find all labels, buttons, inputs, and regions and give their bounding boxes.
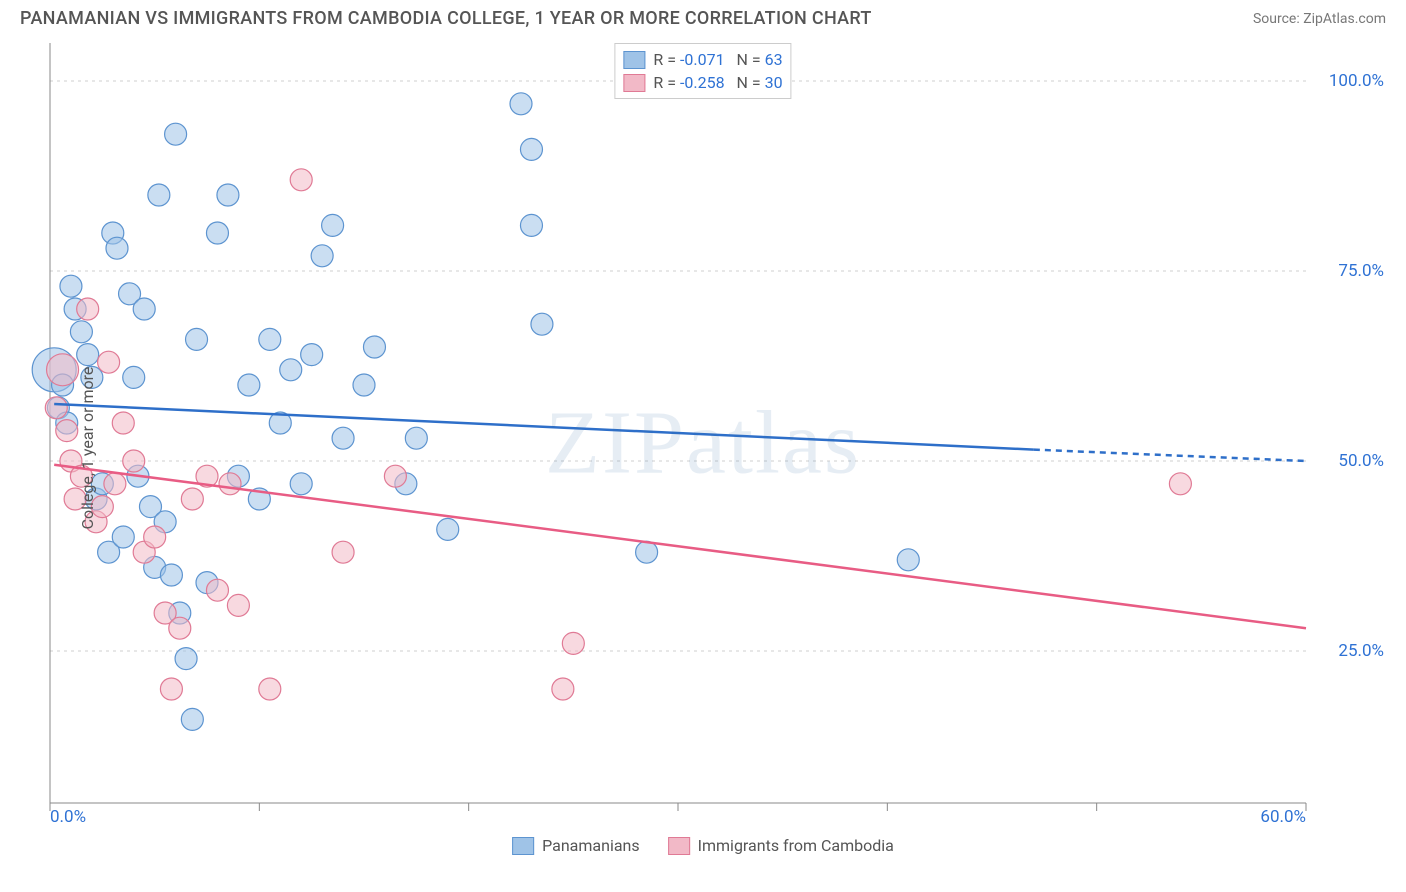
y-tick-label: 100.0%	[1329, 71, 1384, 91]
source-attribution: Source: ZipAtlas.com	[1253, 11, 1386, 27]
chart-header: PANAMANIAN VS IMMIGRANTS FROM CAMBODIA C…	[0, 0, 1406, 33]
r-value: -0.258	[680, 73, 725, 92]
n-value: 63	[765, 50, 783, 69]
legend-label: Panamanians	[542, 836, 640, 855]
y-axis-label: College, 1 year or more	[78, 367, 97, 530]
legend-swatch	[623, 51, 645, 69]
x-tick-label: 60.0%	[1260, 807, 1306, 827]
r-value: -0.071	[680, 50, 725, 69]
legend-item: Panamanians	[512, 836, 640, 855]
scatter-chart	[0, 33, 1356, 853]
y-tick-label: 25.0%	[1338, 641, 1384, 661]
x-tick-label: 0.0%	[50, 807, 86, 827]
legend-row-series-1: R = -0.071 N = 63	[623, 48, 782, 71]
legend-stats: R = -0.071 N = 63	[653, 50, 782, 69]
y-tick-label: 50.0%	[1338, 451, 1384, 471]
legend-item: Immigrants from Cambodia	[668, 836, 894, 855]
chart-container: College, 1 year or more ZIPatlas R = -0.…	[0, 33, 1406, 863]
n-value: 30	[765, 73, 783, 92]
legend-swatch	[668, 837, 690, 855]
chart-title: PANAMANIAN VS IMMIGRANTS FROM CAMBODIA C…	[20, 8, 872, 29]
series-legend: Panamanians Immigrants from Cambodia	[512, 836, 894, 855]
legend-stats: R = -0.258 N = 30	[653, 73, 782, 92]
legend-row-series-2: R = -0.258 N = 30	[623, 71, 782, 94]
legend-label: Immigrants from Cambodia	[698, 836, 894, 855]
legend-swatch	[512, 837, 534, 855]
legend-swatch	[623, 74, 645, 92]
y-tick-label: 75.0%	[1338, 261, 1384, 281]
correlation-legend: R = -0.071 N = 63 R = -0.258 N = 30	[614, 43, 791, 99]
